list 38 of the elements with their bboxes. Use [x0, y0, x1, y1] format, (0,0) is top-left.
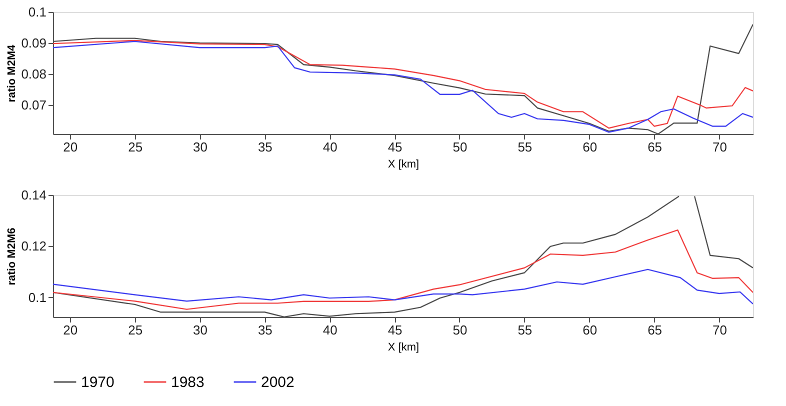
- legend-label: 1983: [171, 374, 204, 391]
- x-axis-title: X [km]: [388, 342, 420, 354]
- y-tick-label: 0.14: [21, 188, 46, 202]
- x-tick-label: 20: [63, 322, 78, 338]
- x-tick-label: 40: [322, 322, 338, 338]
- x-tick-label: 35: [258, 322, 272, 338]
- y-tick-label: 0.1: [28, 290, 46, 305]
- x-tick-label: 20: [63, 140, 78, 154]
- x-tick-label: 60: [582, 140, 598, 154]
- x-tick-label: 35: [258, 140, 272, 154]
- x-tick-label: 50: [452, 140, 468, 154]
- x-tick-label: 55: [518, 322, 532, 338]
- x-tick-label: 30: [193, 140, 208, 154]
- x-tick-label: 30: [193, 322, 208, 338]
- x-tick-label: 45: [388, 140, 402, 154]
- line-series: [53, 229, 753, 310]
- x-tick-label: 70: [712, 322, 727, 338]
- y-tick-label: 0.12: [21, 238, 46, 254]
- legend-label: 1970: [81, 374, 114, 391]
- x-tick-label: 70: [712, 140, 727, 154]
- legend-label: 2002: [261, 374, 294, 391]
- x-tick-label: 55: [518, 140, 532, 154]
- x-tick-label: 65: [648, 140, 662, 154]
- x-tick-label: 40: [322, 140, 338, 154]
- x-tick-label: 45: [388, 322, 402, 338]
- x-tick-label: 25: [128, 322, 143, 338]
- x-tick-label: 60: [582, 322, 598, 338]
- y-tick-label: 0.08: [21, 66, 46, 82]
- x-tick-label: 50: [452, 322, 468, 338]
- line-series: [53, 268, 753, 305]
- y-tick-label: 0.09: [21, 35, 46, 50]
- x-tick-label: 65: [648, 322, 662, 338]
- x-axis-title: X [km]: [388, 158, 420, 170]
- y-tick-label: 0.1: [28, 4, 46, 20]
- x-tick-label: 25: [128, 140, 143, 154]
- y-axis-title: ratio M2M4: [6, 44, 18, 102]
- y-axis-title: ratio M2M6: [6, 228, 18, 286]
- y-tick-label: 0.07: [21, 97, 46, 112]
